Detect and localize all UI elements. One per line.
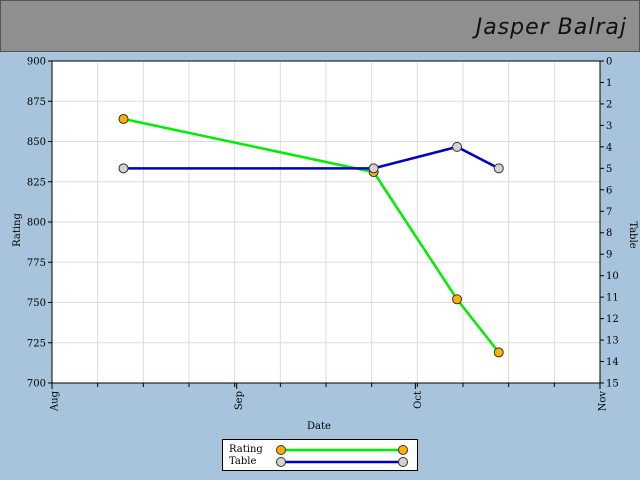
point-table	[452, 141, 463, 152]
y-right-tick-label: 2	[606, 99, 612, 110]
legend-item-rating: Rating	[229, 443, 263, 456]
point-rating	[493, 347, 504, 358]
point-table	[118, 163, 129, 174]
y-axis-left-title: Rating	[12, 213, 23, 247]
y-right-tick-label: 7	[606, 207, 612, 218]
y-left-tick-label: 850	[27, 137, 46, 148]
x-tick-label: Oct	[413, 391, 424, 409]
y-left-tick-label: 700	[27, 379, 46, 390]
y-right-tick-label: 11	[606, 293, 619, 304]
legend-label-rating: Rating	[229, 444, 263, 455]
x-tick-label: Aug	[50, 390, 61, 412]
x-tick-label: Nov	[598, 391, 609, 412]
y-right-tick-label: 8	[606, 228, 612, 239]
y-left-tick-label: 800	[27, 218, 46, 229]
y-right-tick-label: 3	[606, 121, 612, 132]
y-right-tick-label: 0	[606, 57, 612, 68]
y-left-tick-label: 825	[27, 177, 46, 188]
y-right-tick-label: 1	[606, 78, 612, 89]
point-table	[493, 163, 504, 174]
y-left-tick-label: 875	[27, 97, 46, 108]
plot-border	[51, 60, 601, 384]
y-left-tick-label: 900	[27, 57, 46, 68]
legend-marker-table	[398, 457, 408, 467]
player-name: Jasper Balraj	[475, 15, 627, 40]
y-axis-right-title: Table	[627, 221, 638, 248]
series-line-rating	[123, 117, 500, 354]
legend-marker-rating	[276, 445, 286, 455]
y-right-tick-label: 13	[606, 336, 619, 347]
y-left-tick-label: 750	[27, 298, 46, 309]
y-left-tick-label: 725	[27, 338, 46, 349]
y-right-tick-label: 15	[606, 379, 619, 390]
legend-item-table: Table	[229, 455, 256, 468]
y-right-tick-label: 12	[606, 314, 619, 325]
x-axis-title: Date	[307, 421, 331, 432]
y-right-tick-label: 4	[606, 142, 612, 153]
y-right-tick-label: 10	[606, 271, 619, 282]
header-bar: Jasper Balraj	[0, 0, 640, 52]
legend-marker-rating	[398, 445, 408, 455]
y-right-tick-label: 9	[606, 250, 612, 261]
y-left-tick-label: 775	[27, 258, 46, 269]
legend-marker-table	[276, 457, 286, 467]
legend-label-table: Table	[229, 456, 257, 467]
legend: Rating Table	[222, 439, 418, 471]
legend-swatches	[276, 445, 408, 467]
y-right-tick-label: 6	[606, 185, 612, 196]
point-table	[368, 163, 379, 174]
y-right-tick-label: 5	[606, 164, 612, 175]
series-line-table	[123, 145, 500, 170]
y-right-tick-label: 14	[606, 357, 619, 368]
point-rating	[118, 113, 129, 124]
x-tick-label: Sep	[234, 391, 245, 410]
point-rating	[452, 294, 463, 305]
